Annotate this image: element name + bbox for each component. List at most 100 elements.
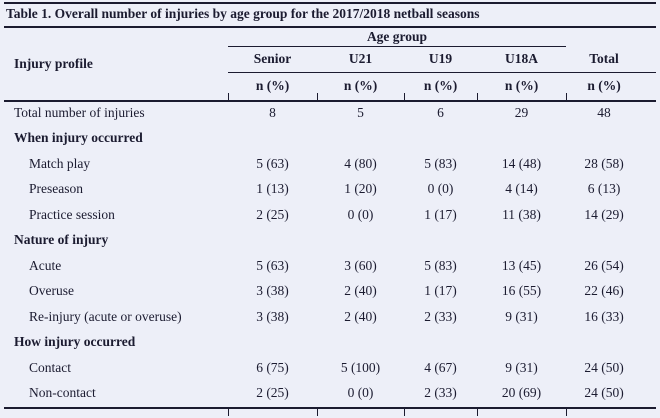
cell-value: 1 (13) <box>256 181 289 197</box>
cell-value: 5 (83) <box>424 155 457 171</box>
cell-value <box>317 330 404 356</box>
cell-value: 9 (31) <box>505 308 538 324</box>
column-tick <box>227 93 229 100</box>
column-header-u18a: U18A <box>477 46 567 73</box>
unit-label-cell: n (%) <box>423 78 458 94</box>
group-header-row: Injury profile Age group <box>4 28 656 71</box>
table-row: Acute 5 (63) 3 (60) 5 (83) 13 (45) 26 (54) <box>4 253 656 279</box>
cell-value <box>228 126 317 152</box>
cell-value: 6 (75) <box>256 359 289 375</box>
cell-value: 0 (0) <box>347 385 374 401</box>
cell-value: 48 <box>597 104 611 120</box>
cell-value: 14 (48) <box>501 155 542 171</box>
cell-value <box>404 228 477 254</box>
cell-value: 11 (38) <box>502 206 541 222</box>
cell-value <box>404 126 477 152</box>
section-row: Nature of injury <box>4 228 656 254</box>
cell-value: 24 (50) <box>584 359 624 375</box>
column-tick <box>476 93 478 100</box>
cell-value: 16 (33) <box>584 308 624 324</box>
cell-value: 2 (40) <box>344 308 377 324</box>
row-label: Overuse <box>29 283 74 299</box>
cell-value: 9 (31) <box>505 359 538 375</box>
unit-label-cell: n (%) <box>587 78 621 94</box>
cell-value <box>477 330 566 356</box>
section-row: When injury occurred <box>4 126 656 152</box>
bottom-rule <box>4 407 656 409</box>
row-label: Re-injury (acute or overuse) <box>29 308 182 324</box>
column-header-senior: Senior <box>228 46 317 73</box>
row-label: Non-contact <box>29 385 96 401</box>
cell-value: 4 (14) <box>505 181 538 197</box>
cell-value: 5 (100) <box>340 359 381 375</box>
table-row: Contact 6 (75) 5 (100) 4 (67) 9 (31) 24 (50) <box>4 355 656 381</box>
table-row: Non-contact 2 (25) 0 (0) 2 (33) 20 (69) 24 (5… <box>4 381 656 407</box>
column-header-row: Senior U21 U19 U18A Total <box>4 46 657 73</box>
cell-value: 3 (38) <box>256 308 289 324</box>
cell-value <box>566 330 656 356</box>
row-label: Total number of injuries <box>14 104 145 120</box>
cell-value: 6 <box>437 104 444 120</box>
table-row: Overuse 3 (38) 2 (40) 1 (17) 16 (55) 22 (46) <box>4 279 656 305</box>
cell-value: 29 <box>514 104 529 120</box>
table-header: Injury profile Age group Senior U21 U19 … <box>4 28 657 100</box>
cell-value: 24 (50) <box>584 385 624 401</box>
column-header-total: Total <box>566 46 657 73</box>
cell-value: 2 (33) <box>424 385 457 401</box>
cell-value: 5 (83) <box>424 257 457 273</box>
unit-label-cell: n (%) <box>343 78 378 94</box>
cell-value: 1 (17) <box>424 206 457 222</box>
cell-value <box>477 228 566 254</box>
cell-value <box>404 330 477 356</box>
cell-value: 16 (55) <box>501 283 542 299</box>
cell-value <box>566 228 656 254</box>
row-label: Acute <box>29 257 62 273</box>
cell-value: 3 (38) <box>256 283 289 299</box>
cell-value: 4 (67) <box>424 359 457 375</box>
cell-value: 2 (25) <box>256 385 289 401</box>
row-label: Match play <box>29 155 91 171</box>
cell-value: 1 (17) <box>424 283 457 299</box>
column-header-u19: U19 <box>404 46 477 73</box>
injuries-table: Injury profile Age group Senior U21 U19 … <box>4 28 657 406</box>
header-separator-rule <box>4 100 656 102</box>
column-tick <box>565 409 567 416</box>
cell-value: 5 (63) <box>256 257 289 273</box>
cell-value <box>566 126 656 152</box>
column-tick <box>316 409 318 416</box>
table-row: Preseason 1 (13) 1 (20) 0 (0) 4 (14) 6 (13) <box>4 177 656 203</box>
column-tick <box>403 93 405 100</box>
empty-header-cell <box>566 28 656 46</box>
top-rule <box>4 2 656 4</box>
row-label: Preseason <box>29 181 83 197</box>
cell-value: 26 (54) <box>584 257 624 273</box>
cell-value: 14 (29) <box>584 206 624 222</box>
row-label: Contact <box>29 359 71 375</box>
cell-value: 3 (60) <box>344 257 377 273</box>
cell-value: 28 (58) <box>584 155 624 171</box>
cell-value: 22 (46) <box>584 283 624 299</box>
cell-value <box>317 228 404 254</box>
column-header-u21: U21 <box>317 46 404 73</box>
cell-value: 0 (0) <box>427 181 454 197</box>
cell-value: 1 (20) <box>344 181 377 197</box>
cell-value: 2 (33) <box>424 308 457 324</box>
column-tick <box>316 93 318 100</box>
cell-value: 13 (45) <box>501 257 542 273</box>
table-row: Match play 5 (63) 4 (80) 5 (83) 14 (48) 28 (5… <box>4 151 656 177</box>
cell-value <box>317 126 404 152</box>
cell-value: 8 <box>269 104 276 120</box>
row-label: Nature of injury <box>14 232 109 248</box>
unit-label-cell: n (%) <box>255 78 290 94</box>
table-title: Table 1. Overall number of injuries by a… <box>6 6 480 21</box>
cell-value: 2 (25) <box>256 206 289 222</box>
table-row: Practice session 2 (25) 0 (0) 1 (17) 11 (38)… <box>4 202 656 228</box>
table-body: Total number of injuries 8 5 6 29 48 When inju… <box>4 100 656 406</box>
row-label: Practice session <box>29 206 115 222</box>
cell-value: 6 (13) <box>587 181 621 197</box>
column-tick <box>565 93 567 100</box>
cell-value: 4 (80) <box>344 155 377 171</box>
row-label: When injury occurred <box>14 130 143 146</box>
cell-value: 5 (63) <box>256 155 289 171</box>
